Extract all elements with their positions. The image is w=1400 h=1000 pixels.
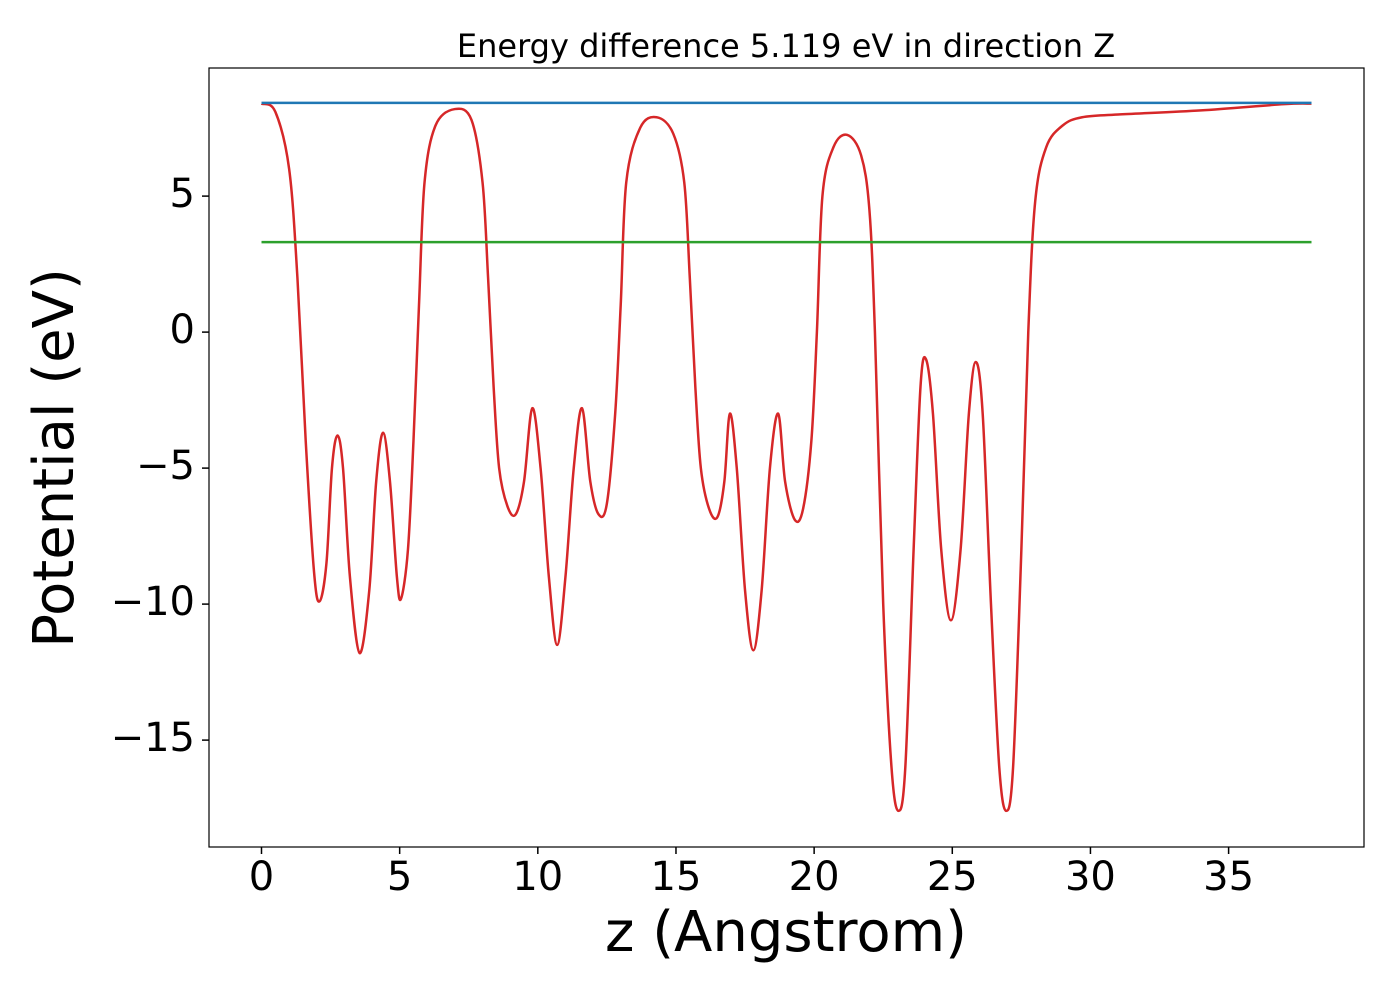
y-tick-label: −10: [111, 579, 195, 625]
y-tick-label: −15: [111, 715, 195, 761]
x-tick-label: 20: [789, 854, 840, 900]
x-tick-label: 25: [927, 854, 978, 900]
x-tick-label: 15: [651, 854, 702, 900]
series-line: [260, 102, 1312, 813]
x-tick-label: 0: [249, 854, 274, 900]
x-tick-label: 30: [1065, 854, 1116, 900]
x-tick-label: 35: [1203, 854, 1254, 900]
plot-frame: [208, 67, 1365, 848]
x-tick-label: 5: [387, 854, 412, 900]
y-tick-label: 0: [170, 307, 195, 353]
x-tick-label: 10: [512, 854, 563, 900]
y-axis-label: Potential (eV): [22, 268, 87, 648]
chart-title: Energy difference 5.119 eV in direction …: [457, 27, 1115, 65]
x-axis-label: z (Angstrom): [605, 900, 967, 965]
y-tick-label: −5: [136, 443, 195, 489]
y-tick-label: 5: [170, 171, 195, 217]
